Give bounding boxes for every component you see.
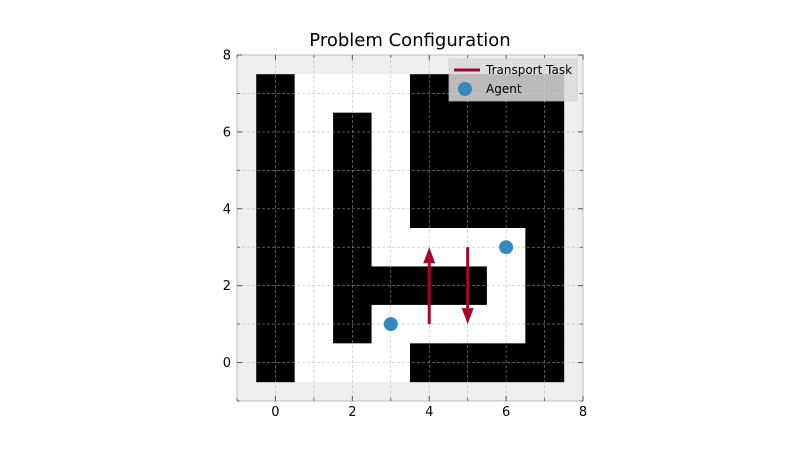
x-tick-label: 8: [579, 405, 587, 420]
legend-label: Transport Task: [485, 63, 572, 77]
series-layer: [383, 240, 514, 332]
y-tick-label: 8: [223, 49, 231, 64]
x-tick-label: 6: [502, 405, 510, 420]
legend-agent-swatch: [458, 82, 472, 96]
chart-title: Problem Configuration: [309, 30, 510, 51]
axes-frame: [236, 54, 584, 402]
legend: Transport Task Agent: [448, 58, 578, 102]
x-tick-label: 4: [425, 405, 433, 420]
x-tick-label: 0: [271, 405, 279, 420]
y-tick-label: 0: [223, 356, 231, 371]
agent-marker: [499, 240, 514, 255]
y-tick-label: 4: [223, 202, 231, 217]
transport-task-arrowhead: [423, 247, 436, 264]
legend-label: Agent: [486, 82, 522, 96]
transport-task-arrowhead: [461, 308, 474, 325]
x-tick-label: 2: [348, 405, 356, 420]
grid-cells: [256, 74, 565, 383]
agent-marker: [383, 317, 398, 332]
y-tick-label: 2: [223, 279, 231, 294]
y-tick-label: 6: [223, 125, 231, 140]
legend-box: [448, 58, 578, 102]
axis-ticks: 0 2 4 6 8 0 2 4 6 8: [223, 49, 587, 421]
